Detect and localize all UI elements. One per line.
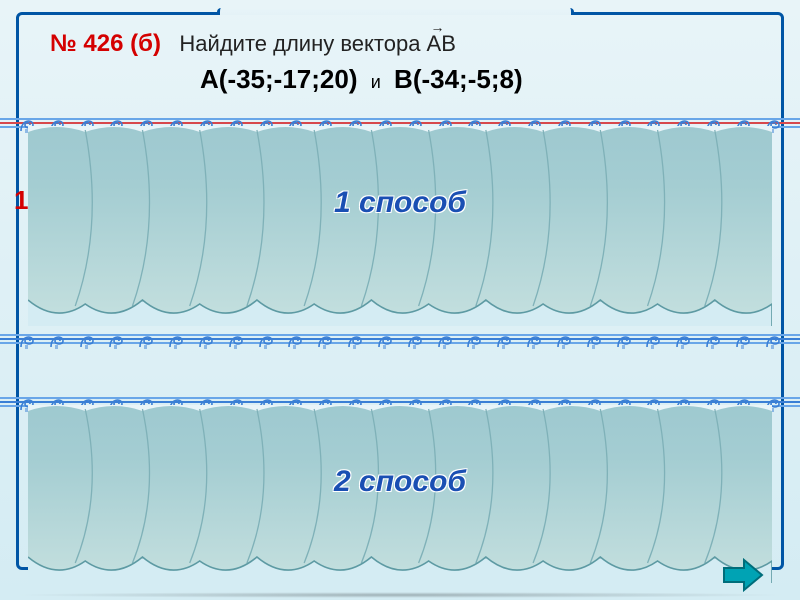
next-arrow-icon [722, 558, 764, 592]
spiral-row [0, 327, 800, 349]
task-text-prefix: Найдите длину вектора [179, 31, 426, 56]
spiral-rail-2 [0, 330, 800, 358]
spiral-icon [495, 327, 513, 349]
method-1-label: 1 способ [334, 186, 466, 220]
spiral-icon [585, 327, 603, 349]
spiral-icon [107, 327, 125, 349]
curtain-panel-1[interactable]: 1 способ [28, 126, 772, 326]
coord-A-values: (-35;-17;20) [219, 64, 358, 94]
curtain-folds [28, 126, 772, 326]
coord-and: и [371, 72, 381, 92]
spiral-icon [346, 327, 364, 349]
bottom-shadow [10, 592, 790, 598]
spiral-icon [555, 327, 573, 349]
spiral-icon [18, 327, 36, 349]
task-text: Найдите длину вектора АВ [179, 31, 456, 56]
spiral-icon [764, 327, 782, 349]
coord-B-values: (-34;-5;8) [413, 64, 523, 94]
spiral-icon [674, 327, 692, 349]
spiral-icon [316, 327, 334, 349]
coord-A-label: A [200, 64, 219, 94]
coord-B-label: B [394, 64, 413, 94]
spiral-icon [436, 327, 454, 349]
spiral-icon [78, 327, 96, 349]
spiral-icon [615, 327, 633, 349]
spiral-icon [376, 327, 394, 349]
curtain-panel-2[interactable]: 2 способ [28, 405, 772, 583]
spiral-icon [257, 327, 275, 349]
problem-number: № 426 (б) [50, 30, 161, 57]
spiral-icon [137, 327, 155, 349]
spiral-icon [704, 327, 722, 349]
spiral-icon [227, 327, 245, 349]
spiral-icon [197, 327, 215, 349]
spiral-icon [465, 327, 483, 349]
spiral-icon [286, 327, 304, 349]
next-button[interactable] [722, 558, 764, 592]
left-marker: 1 [14, 185, 28, 216]
coords-line: A(-35;-17;20) и B(-34;-5;8) [200, 64, 523, 95]
method-2-label: 2 способ [334, 465, 466, 499]
spiral-icon [167, 327, 185, 349]
spiral-icon [734, 327, 752, 349]
spiral-icon [644, 327, 662, 349]
header: № 426 (б) Найдите длину вектора АВ [50, 30, 750, 58]
vector-label: АВ [427, 31, 456, 57]
spiral-icon [406, 327, 424, 349]
spiral-icon [525, 327, 543, 349]
spiral-icon [48, 327, 66, 349]
